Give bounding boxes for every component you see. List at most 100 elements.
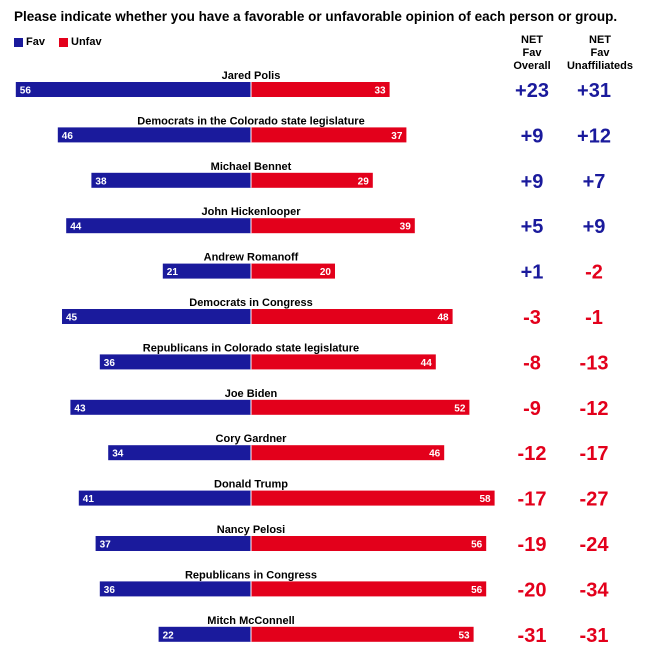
legend-fav: Fav — [14, 36, 45, 48]
fav-value-label: 36 — [104, 585, 116, 596]
net-overall-value: -9 — [523, 398, 541, 420]
net-overall-value: +9 — [521, 125, 544, 147]
net-unaffiliated-value: -12 — [580, 398, 609, 420]
chart-title: Please indicate whether you have a favor… — [14, 9, 618, 24]
fav-value-label: 21 — [167, 267, 179, 278]
fav-bar — [15, 82, 251, 97]
net-unaffiliated-value: +7 — [583, 171, 606, 193]
unfav-value-label: 53 — [458, 630, 470, 641]
category-label: Nancy Pelosi — [217, 524, 285, 536]
column-header-unaffiliated-line2: Fav — [590, 47, 610, 59]
fav-value-label: 46 — [62, 131, 74, 142]
unfav-value-label: 33 — [374, 86, 386, 97]
unfav-bar — [251, 445, 445, 461]
column-header-unaffiliated-line3: Unaffiliateds — [566, 60, 633, 72]
fav-bar — [99, 354, 251, 370]
unfav-value-label: 52 — [454, 403, 466, 414]
category-label: Michael Bennet — [211, 161, 292, 173]
fav-bar — [91, 172, 252, 188]
unfav-value-label: 29 — [358, 176, 370, 187]
fav-bar — [162, 263, 251, 279]
category-label: Andrew Romanoff — [204, 252, 299, 264]
column-header-unaffiliated: NET Fav Unaffiliateds — [562, 34, 638, 73]
net-unaffiliated-value: -2 — [585, 262, 603, 284]
category-label: Cory Gardner — [216, 433, 288, 445]
category-label: Donald Trump — [214, 479, 288, 491]
unfav-bar — [251, 399, 470, 415]
legend-fav-label: Fav — [26, 36, 45, 48]
fav-bar — [108, 445, 251, 461]
unfav-bar — [251, 172, 373, 188]
legend-unfav: Unfav — [59, 36, 102, 48]
category-label: Jared Polis — [222, 70, 281, 82]
fav-bar — [99, 581, 251, 597]
unfav-bar — [251, 581, 487, 597]
unfav-value-label: 20 — [320, 267, 332, 278]
net-overall-value: -8 — [523, 352, 541, 374]
fav-bar — [62, 309, 251, 324]
net-overall-value: +23 — [515, 80, 549, 102]
unfav-bar — [251, 626, 474, 642]
fav-bar — [158, 626, 251, 642]
fav-value-label: 38 — [95, 176, 107, 187]
net-unaffiliated-value: +12 — [577, 125, 611, 147]
unfav-bar — [251, 490, 495, 506]
net-overall-value: -19 — [518, 534, 547, 556]
net-unaffiliated-value: +9 — [583, 216, 606, 238]
column-header-overall-line3: Overall — [513, 60, 551, 72]
fav-bar — [78, 490, 251, 506]
legend-unfav-label: Unfav — [71, 36, 102, 48]
column-header-overall: NET Fav Overall — [500, 34, 564, 73]
net-overall-value: -3 — [523, 307, 541, 329]
fav-value-label: 43 — [74, 403, 86, 414]
unfav-bar — [251, 127, 407, 143]
unfav-bar — [251, 309, 453, 324]
category-label: Mitch McConnell — [207, 615, 294, 627]
category-label: Republicans in Colorado state legislatur… — [143, 342, 359, 354]
unfav-value-label: 46 — [429, 449, 441, 460]
net-overall-value: +5 — [521, 216, 544, 238]
net-unaffiliated-value: -24 — [580, 534, 610, 556]
net-unaffiliated-value: -31 — [580, 625, 609, 647]
net-unaffiliated-value: -34 — [580, 579, 610, 601]
net-unaffiliated-value: -27 — [580, 489, 609, 511]
unfav-value-label: 39 — [400, 222, 412, 233]
fav-bar — [57, 127, 251, 143]
fav-value-label: 22 — [163, 630, 175, 641]
net-unaffiliated-value: -17 — [580, 443, 609, 465]
category-label: Democrats in Congress — [189, 297, 312, 309]
column-header-overall-line1: NET — [521, 34, 543, 46]
fav-bar — [66, 218, 251, 234]
fav-bar — [70, 399, 252, 415]
net-overall-value: -17 — [518, 489, 547, 511]
unfav-value-label: 44 — [421, 358, 433, 369]
unfav-bar — [251, 536, 487, 551]
category-label: Joe Biden — [225, 388, 278, 400]
legend-fav-swatch — [14, 37, 23, 47]
unfav-value-label: 56 — [471, 540, 483, 551]
fav-value-label: 56 — [20, 86, 32, 97]
category-label: John Hickenlooper — [201, 206, 301, 218]
unfav-bar — [251, 263, 335, 279]
fav-value-label: 36 — [104, 358, 116, 369]
net-unaffiliated-value: -1 — [585, 307, 603, 329]
category-label: Republicans in Congress — [185, 569, 317, 581]
unfav-value-label: 48 — [437, 313, 449, 324]
fav-value-label: 45 — [66, 313, 78, 324]
fav-value-label: 34 — [112, 449, 124, 460]
fav-bar — [95, 536, 251, 551]
fav-value-label: 41 — [83, 494, 95, 505]
fav-value-label: 44 — [70, 222, 82, 233]
net-unaffiliated-value: +31 — [577, 80, 611, 102]
category-label: Democrats in the Colorado state legislat… — [137, 115, 364, 127]
net-overall-value: -20 — [518, 579, 547, 601]
unfav-value-label: 56 — [471, 585, 483, 596]
unfav-value-label: 37 — [391, 131, 403, 142]
column-header-overall-line2: Fav — [522, 47, 542, 59]
net-unaffiliated-value: -13 — [580, 352, 609, 374]
legend-unfav-swatch — [59, 37, 68, 47]
net-overall-value: +1 — [521, 262, 544, 284]
unfav-bar — [251, 82, 390, 97]
